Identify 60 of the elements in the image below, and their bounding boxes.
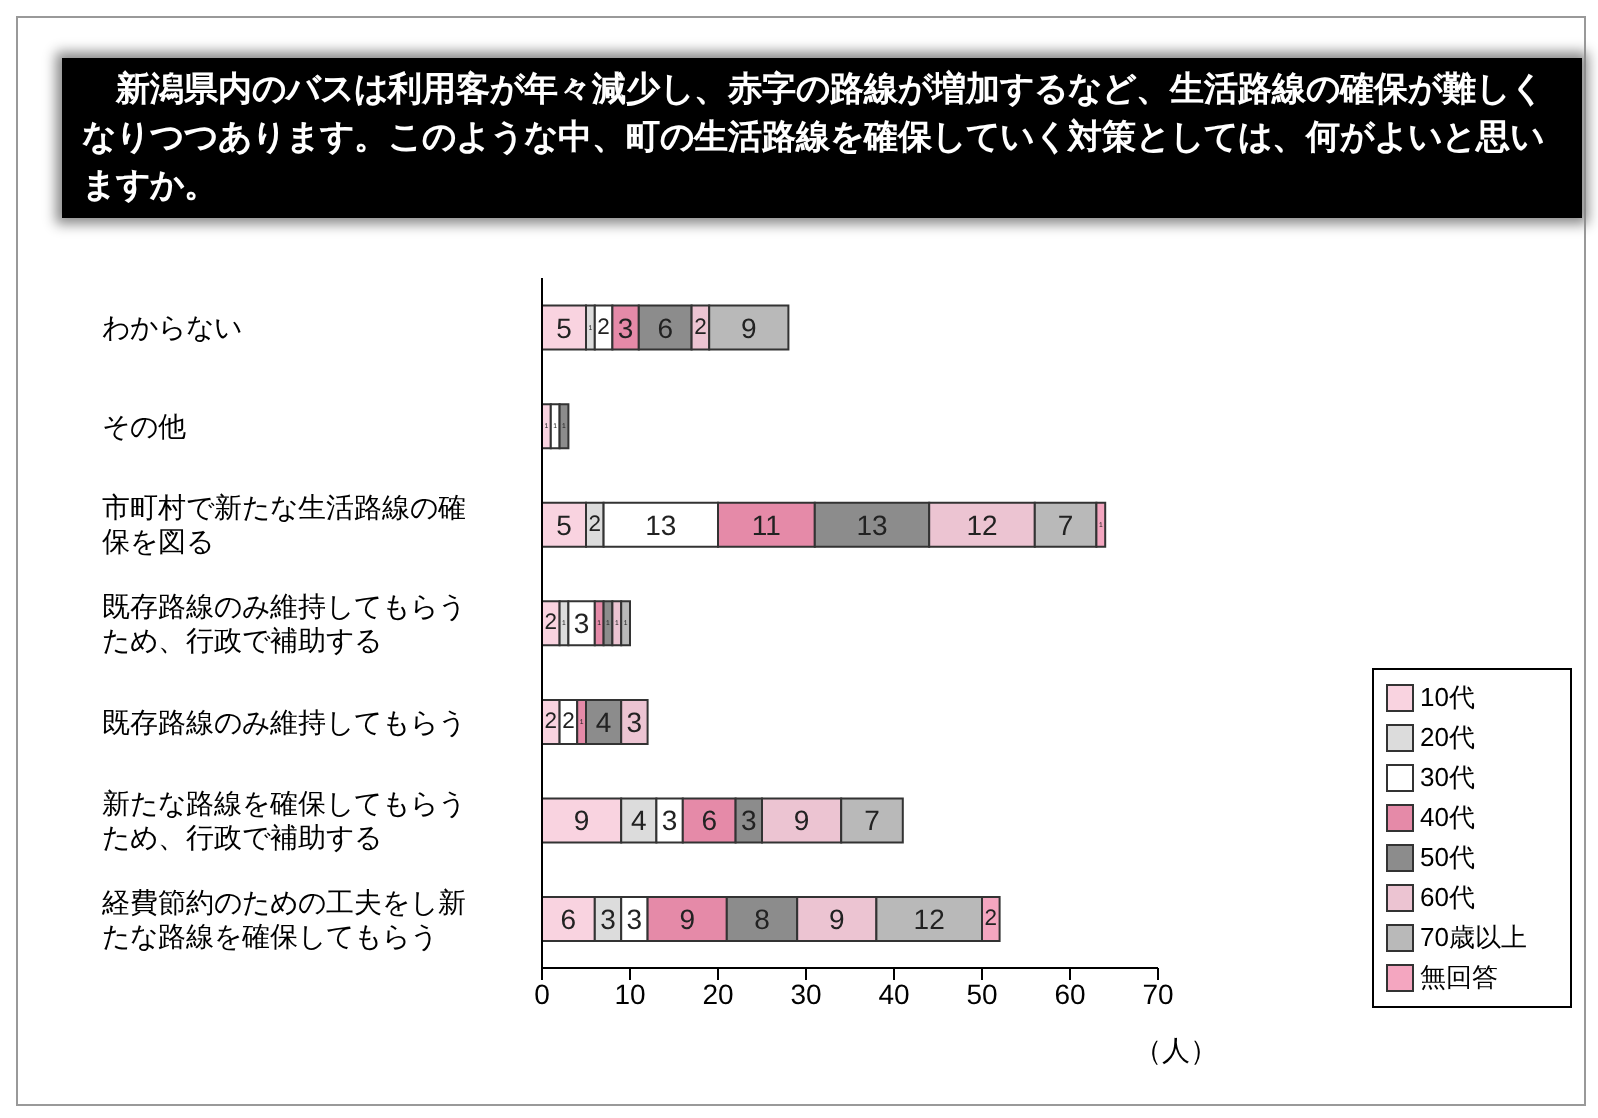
data-label: 3 <box>741 804 757 837</box>
data-label: 6 <box>657 311 674 344</box>
data-label: 2 <box>588 512 602 537</box>
x-tick-label: 0 <box>534 977 551 1010</box>
y-tick-label: 経費節約のための工夫をし新たな路線を確保してもらう <box>100 885 466 952</box>
x-tick-label: 10 <box>614 977 646 1010</box>
legend-label: 50代 <box>1420 840 1475 876</box>
data-label: 4 <box>595 705 612 738</box>
data-label: 2 <box>544 709 558 734</box>
legend-label: 10代 <box>1420 680 1475 716</box>
y-tick-label: その他 <box>102 409 186 442</box>
data-label: 7 <box>864 804 881 837</box>
x-tick-label: 70 <box>1142 977 1174 1010</box>
data-label: 2 <box>597 315 610 340</box>
x-tick-label: 60 <box>1054 977 1086 1010</box>
data-label: 13 <box>645 508 677 541</box>
y-tick-label: 既存路線のみ維持してもらう <box>102 705 466 738</box>
y-tick-label: 既存路線のみ維持してもらうため、行政で補助する <box>102 590 466 656</box>
data-label: 2 <box>984 907 998 932</box>
legend-label: 40代 <box>1420 800 1475 836</box>
data-label: 9 <box>793 804 810 837</box>
x-tick-label: 50 <box>966 977 998 1010</box>
data-label: 4 <box>631 804 647 837</box>
data-label: 3 <box>661 804 678 837</box>
legend-label: 30代 <box>1420 760 1475 796</box>
legend-label: 無回答 <box>1420 960 1498 996</box>
data-label: 5 <box>556 311 573 344</box>
data-label: 9 <box>679 903 696 936</box>
data-label: 11 <box>751 508 782 541</box>
data-label: 12 <box>913 903 946 936</box>
data-label: 9 <box>741 311 757 344</box>
data-label: 5 <box>556 508 573 541</box>
data-label: 3 <box>600 903 617 936</box>
x-axis-title: （人） <box>1134 1034 1218 1066</box>
data-label: 2 <box>544 611 558 636</box>
data-label: 13 <box>856 508 888 541</box>
x-tick-label: 40 <box>878 977 910 1010</box>
y-tick-label: わからない <box>102 311 242 344</box>
data-label: 9 <box>573 804 590 837</box>
data-label: 6 <box>701 804 718 837</box>
data-label: 2 <box>694 315 707 340</box>
data-label: 3 <box>573 607 590 640</box>
bar <box>558 403 570 450</box>
y-tick-label: 市町村で新たな生活路線の確保を図る <box>102 491 466 558</box>
data-label: 12 <box>966 508 998 541</box>
data-label: 6 <box>560 903 577 936</box>
x-tick-label: 20 <box>702 977 734 1010</box>
data-label: 3 <box>617 311 634 344</box>
legend-label: 60代 <box>1420 880 1475 916</box>
data-label: 8 <box>754 903 771 936</box>
data-label: 7 <box>1057 508 1074 541</box>
data-label: 9 <box>829 903 845 936</box>
legend-label: 20代 <box>1420 720 1475 756</box>
x-tick-label: 30 <box>790 977 822 1010</box>
data-label: 3 <box>626 705 643 738</box>
data-label: 3 <box>626 903 643 936</box>
legend-label: 70歳以上 <box>1420 920 1527 956</box>
data-label: 2 <box>562 709 575 734</box>
y-tick-label: 新たな路線を確保してもらうため、行政で補助する <box>102 787 466 854</box>
chart-title: 新潟県内のバスは利用客が年々減少し、赤字の路線が増加するなど、生活路線の確保が難しくなりつつあります。このような中、町の生活路線を確保していく対策としては、何がよいと思いますか。 <box>62 58 1582 218</box>
